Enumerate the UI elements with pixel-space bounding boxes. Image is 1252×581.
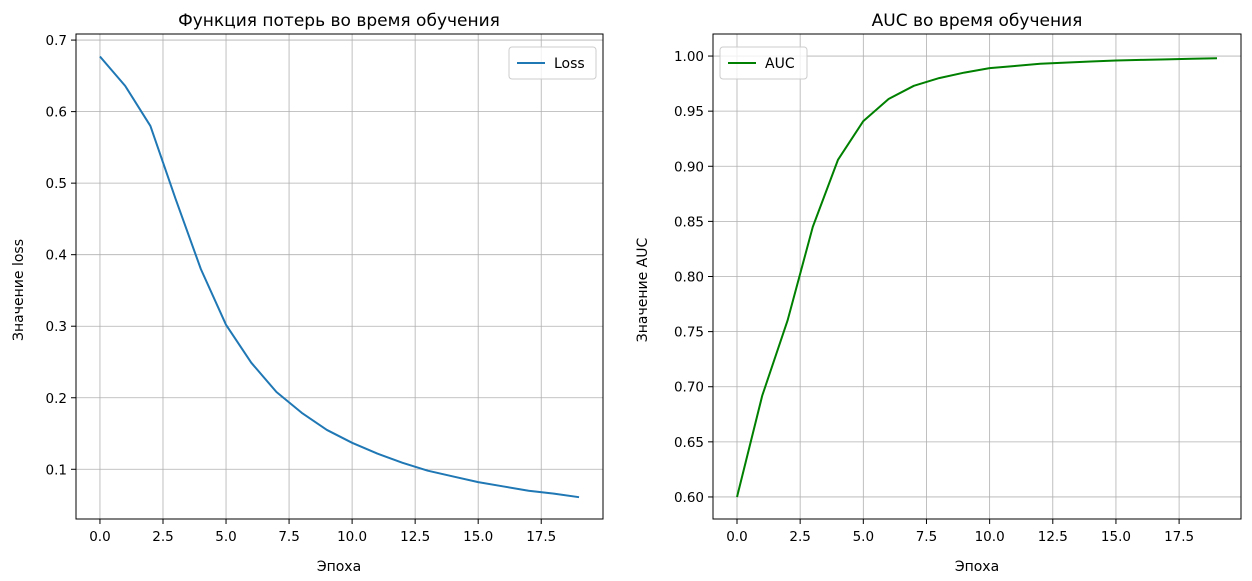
auc-xtick-label: 17.5 — [1164, 529, 1194, 545]
loss-xtick-label: 7.5 — [278, 529, 299, 545]
auc-chart: AUC во время обучения Эпоха Значение AUC… — [635, 11, 1242, 575]
auc-chart-series — [736, 57, 1218, 498]
loss-ytick-label: 0.5 — [46, 176, 67, 192]
loss-chart-title: Функция потерь во время обучения — [178, 11, 500, 31]
loss-xtick-label: 2.5 — [152, 529, 173, 545]
loss-legend-box — [508, 46, 597, 80]
loss-series-line — [99, 55, 580, 499]
auc-ytick-label: 0.65 — [674, 435, 704, 451]
auc-chart-grid — [713, 34, 1241, 519]
auc-xtick-label: 10.0 — [975, 529, 1005, 545]
auc-chart-ticks: 0.0 2.5 5.0 7.5 10.0 12.5 15.0 17.5 0.60 0.65 0.70… — [674, 49, 1194, 545]
auc-xtick-label: 0.0 — [726, 529, 747, 545]
auc-legend-box — [719, 46, 808, 80]
loss-ytick-label: 0.6 — [46, 105, 67, 121]
loss-chart-legend: Loss — [508, 46, 597, 80]
auc-series-line — [736, 57, 1218, 498]
auc-legend-label: AUC — [765, 56, 795, 72]
auc-ytick-label: 1.00 — [674, 49, 704, 65]
auc-xtick-label: 15.0 — [1101, 529, 1131, 545]
auc-ytick-label: 0.90 — [674, 159, 704, 175]
auc-xtick-label: 7.5 — [916, 529, 937, 545]
auc-ytick-label: 0.85 — [674, 214, 704, 230]
auc-ytick-label: 0.70 — [674, 380, 704, 396]
loss-legend-label: Loss — [554, 56, 585, 72]
loss-ytick-label: 0.7 — [46, 33, 67, 49]
loss-xtick-label: 10.0 — [337, 529, 367, 545]
auc-xtick-label: 12.5 — [1038, 529, 1068, 545]
auc-chart-frame — [712, 33, 1242, 520]
auc-ytick-label: 0.60 — [674, 490, 704, 506]
loss-chart-frame — [75, 33, 604, 520]
auc-chart-xlabel: Эпоха — [955, 559, 999, 575]
loss-ytick-label: 0.4 — [46, 248, 67, 264]
auc-chart-title: AUC во время обучения — [872, 11, 1083, 31]
loss-chart-grid — [76, 34, 603, 519]
auc-ytick-label: 0.75 — [674, 325, 704, 341]
loss-xtick-label: 17.5 — [526, 529, 556, 545]
loss-xtick-label: 0.0 — [89, 529, 110, 545]
loss-ytick-label: 0.2 — [46, 391, 67, 407]
auc-ytick-label: 0.80 — [674, 270, 704, 286]
loss-chart-ylabel: Значение loss — [11, 239, 27, 341]
loss-ytick-label: 0.3 — [46, 319, 67, 335]
loss-chart-xlabel: Эпоха — [317, 559, 361, 575]
loss-chart-series — [99, 55, 580, 499]
auc-chart-ylabel: Значение AUC — [635, 238, 651, 343]
loss-xtick-label: 12.5 — [400, 529, 430, 545]
loss-ytick-label: 0.1 — [46, 462, 67, 478]
auc-xtick-label: 5.0 — [853, 529, 874, 545]
loss-xtick-label: 15.0 — [463, 529, 493, 545]
loss-chart: Функция потерь во время обучения Эпоха З… — [11, 11, 604, 575]
auc-chart-legend: AUC — [719, 46, 808, 80]
loss-chart-ticks: 0.0 2.5 5.0 7.5 10.0 12.5 15.0 17.5 0.1 0.2 0.3 0.4… — [46, 33, 557, 545]
loss-xtick-label: 5.0 — [215, 529, 236, 545]
auc-xtick-label: 2.5 — [789, 529, 810, 545]
auc-ytick-label: 0.95 — [674, 104, 704, 120]
